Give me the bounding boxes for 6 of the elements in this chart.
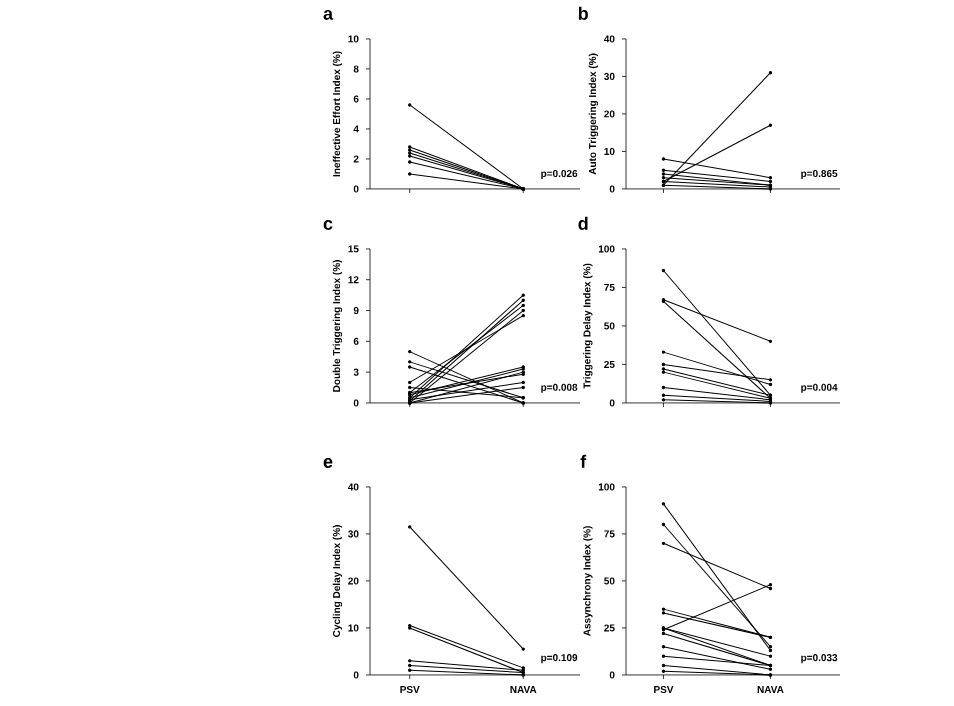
chart-title: c — [323, 219, 333, 230]
chart-title: f — [580, 454, 587, 468]
chart-title: b — [578, 6, 588, 20]
chart-title: e — [323, 457, 333, 468]
chart-title: d — [578, 216, 588, 230]
chart-title: a — [323, 9, 334, 20]
